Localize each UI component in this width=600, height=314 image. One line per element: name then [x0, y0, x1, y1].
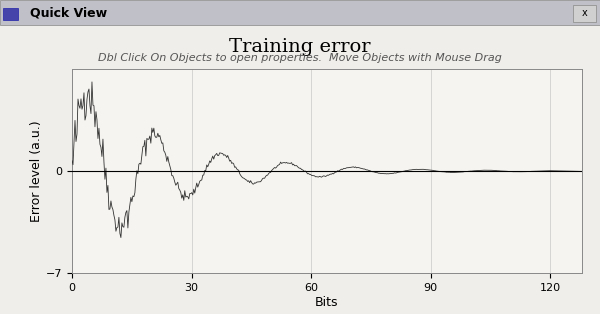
X-axis label: Bits: Bits — [315, 296, 339, 309]
FancyBboxPatch shape — [573, 5, 596, 22]
Text: Quick View: Quick View — [30, 6, 107, 19]
FancyBboxPatch shape — [0, 0, 600, 25]
Text: Dbl Click On Objects to open properties.  Move Objects with Mouse Drag: Dbl Click On Objects to open properties.… — [98, 53, 502, 63]
Y-axis label: Error level (a.u.): Error level (a.u.) — [30, 120, 43, 222]
Text: Training error: Training error — [229, 38, 371, 56]
FancyBboxPatch shape — [3, 8, 18, 20]
Text: x: x — [581, 8, 587, 18]
